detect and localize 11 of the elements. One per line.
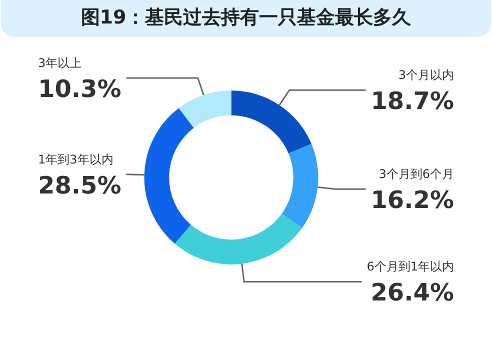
data-label: 10.3%: [38, 74, 122, 103]
data-label: 18.7%: [370, 87, 454, 116]
slice-label: 3个月以内: [398, 68, 454, 82]
chart-title: 图19：基民过去持有一只基金最长多久: [80, 6, 412, 28]
slice-label: 1年到3年以内: [38, 152, 114, 166]
slice-label: 6个月到1年以内: [366, 260, 454, 274]
data-label: 26.4%: [370, 278, 454, 307]
data-label: 16.2%: [370, 186, 454, 214]
slice-label: 3年以上: [38, 56, 82, 70]
slice-label: 3个月到6个月: [378, 167, 454, 182]
data-label: 28.5%: [38, 171, 122, 200]
